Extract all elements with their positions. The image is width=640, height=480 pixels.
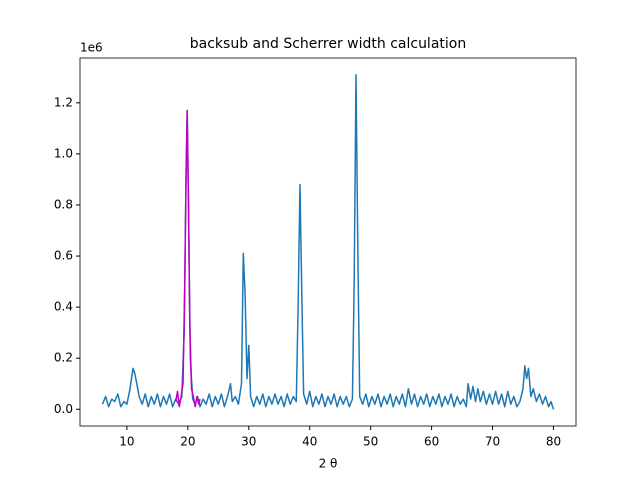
y-tick-label: 0.4 [54, 300, 73, 314]
y-tick-label: 0.8 [54, 197, 73, 211]
x-tick-label: 30 [241, 435, 256, 449]
data-line [174, 109, 201, 408]
x-tick-label: 50 [363, 435, 378, 449]
plot-frame [79, 57, 577, 427]
x-tick-label: 80 [546, 435, 561, 449]
y-tick-label: 1.2 [54, 95, 73, 109]
y-tick-label: 0.2 [54, 351, 73, 365]
x-axis-label: 2 θ [319, 457, 338, 471]
x-tick-label: 10 [119, 435, 134, 449]
y-tick-label: 0.0 [54, 402, 73, 416]
x-tick-label: 40 [302, 435, 317, 449]
data-line [101, 73, 555, 410]
x-tick-label: 70 [485, 435, 500, 449]
x-tick-label: 60 [424, 435, 439, 449]
y-tick-label: 1.0 [54, 146, 73, 160]
chart-title: backsub and Scherrer width calculation [190, 36, 466, 52]
y-tick-label: 0.6 [54, 249, 73, 263]
y-offset-label: 1e6 [80, 41, 103, 55]
x-tick-label: 20 [180, 435, 195, 449]
